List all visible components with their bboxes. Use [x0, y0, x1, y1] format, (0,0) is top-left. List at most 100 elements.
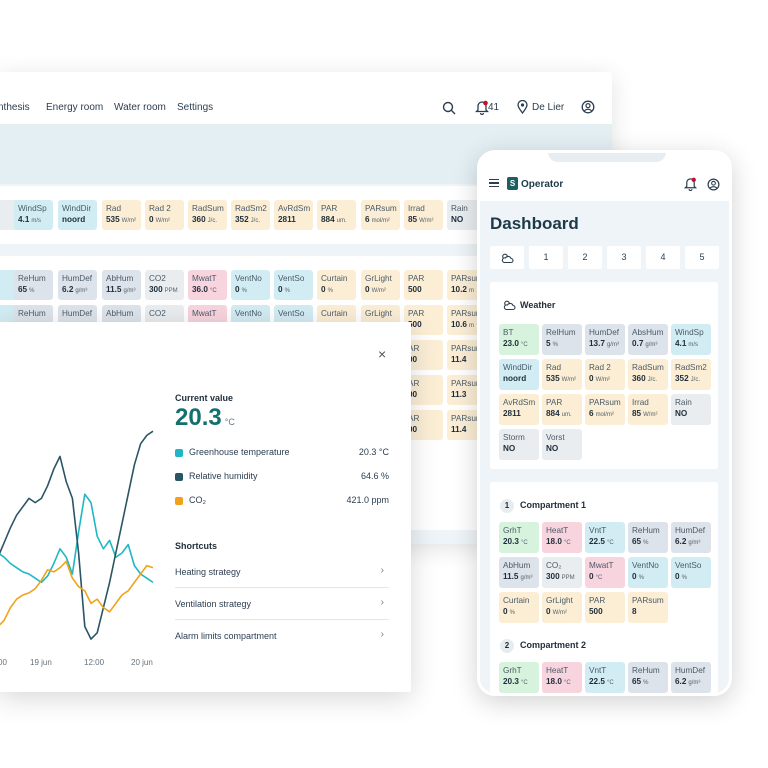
sensor-tile[interactable]: VntT 22.5 °C — [585, 522, 625, 553]
shortcut-heating-strategy[interactable]: Heating strategy › — [175, 558, 389, 588]
user-icon[interactable] — [707, 178, 720, 196]
sensor-tile[interactable]: PAR 500 — [404, 305, 443, 335]
sensor-tile[interactable]: HeatT 18.0 °C — [542, 522, 582, 553]
user-icon[interactable] — [581, 100, 595, 119]
sensor-tile[interactable]: PARsum 8 — [628, 592, 668, 623]
sensor-tile[interactable]: AbHum 11.5 g/m³ — [499, 557, 539, 588]
sensor-tile[interactable]: PAR 500 — [585, 592, 625, 623]
nav-link-energy-room[interactable]: Energy room — [46, 102, 104, 113]
sensor-tile[interactable]: Rad 535 W/m² — [542, 359, 582, 390]
sensor-tile[interactable]: ReHum 65% — [628, 662, 668, 693]
sensor-tile[interactable]: GrhT 20.3 °C — [499, 522, 539, 553]
legend-item[interactable]: Greenhouse temperature 20.3 °C — [175, 447, 389, 461]
sensor-tile[interactable]: HumDef 6.2 g/m³ — [671, 662, 711, 693]
sensor-tile[interactable]: PAR 500 — [404, 270, 443, 300]
sensor-name: PAR — [408, 309, 425, 318]
legend-item[interactable]: Relative humidity 64.6 % — [175, 471, 389, 485]
bell-icon[interactable] — [474, 100, 490, 120]
sensor-tile[interactable]: HumDef 13.7 g/m³ — [585, 324, 625, 355]
trend-chart[interactable] — [0, 402, 158, 652]
shortcut-alarm-limits[interactable]: Alarm limits compartment › — [175, 622, 389, 652]
nav-link-settings[interactable]: Settings — [177, 102, 214, 113]
sensor-tile[interactable]: PARsum 6 mol/m² — [361, 200, 400, 230]
tab-weather[interactable] — [490, 246, 524, 269]
sensor-tile[interactable]: RadSum 360 J/c. — [628, 359, 668, 390]
location-pin-icon[interactable] — [517, 99, 528, 119]
sensor-tile[interactable]: Irrad 85 W/m² — [628, 394, 668, 425]
sensor-tile[interactable]: Rad 535 W/m² — [102, 200, 141, 230]
sensor-tile[interactable]: Curtain 0% — [317, 270, 356, 300]
sensor-value-number: 65 — [632, 677, 642, 686]
sensor-tile[interactable]: Rad 2 0 W/m² — [585, 359, 625, 390]
hamburger-menu-icon[interactable] — [489, 179, 499, 187]
sensor-tile[interactable]: RadSm2 352 J/c. — [231, 200, 270, 230]
sensor-tile[interactable]: AvRdSm 2811 — [499, 394, 539, 425]
sensor-tile[interactable]: MwatT 0 °C — [585, 557, 625, 588]
sensor-tile[interactable]: VntT 22.5 °C — [585, 662, 625, 693]
sensor-tile[interactable]: HumDef 6.2 g/m³ — [58, 270, 97, 300]
sensor-name: Curtain — [321, 309, 348, 318]
close-icon[interactable]: × — [378, 346, 387, 362]
legend-item[interactable]: CO₂ 421.0 ppm — [175, 495, 389, 509]
sensor-unit: % — [552, 342, 558, 348]
sensor-tile[interactable]: Storm NO — [499, 429, 539, 460]
nav-link-water-room[interactable]: Water room — [114, 102, 166, 113]
sensor-tile[interactable]: PARsum 6 mol/m² — [585, 394, 625, 425]
sensor-tile[interactable]: HumDef 6.2 g/m³ — [671, 522, 711, 553]
sensor-tile[interactable]: RadSum 360 J/c. — [188, 200, 227, 230]
sensor-value: 500 — [589, 606, 621, 619]
sensor-tile[interactable]: AbsHum 0.7 g/m³ — [628, 324, 668, 355]
search-icon[interactable] — [442, 101, 456, 120]
sensor-name: RelHum — [546, 328, 576, 337]
sensor-tile[interactable]: PAR 884 um. — [317, 200, 356, 230]
sensor-tile[interactable]: AbHum 11.5 g/m³ — [102, 270, 141, 300]
sensor-value: noord — [62, 214, 93, 227]
sensor-tile[interactable]: WindDir noord — [499, 359, 539, 390]
sensor-value-number: 65 — [18, 285, 28, 294]
sensor-tile[interactable]: ReHum 65% — [14, 270, 53, 300]
sensor-unit: °C — [520, 540, 528, 546]
sensor-tile[interactable]: WindSp 4.1 m/s — [671, 324, 711, 355]
sensor-tile[interactable]: BT 23.0 °C — [499, 324, 539, 355]
sensor-unit: % — [241, 288, 247, 294]
sensor-value-number: 2811 — [503, 409, 521, 418]
tab-compartment-4[interactable]: 4 — [646, 246, 680, 269]
nav-link-photosynthesis[interactable]: nthesis — [0, 102, 30, 113]
sensor-tile[interactable]: ReHum 65% — [628, 522, 668, 553]
sensor-tile[interactable]: GrLight 0 W/m² — [542, 592, 582, 623]
sensor-tile[interactable]: AvRdSm 2811 — [274, 200, 313, 230]
sensor-tile[interactable]: MwatT 36.0 °C — [188, 270, 227, 300]
sensor-tile[interactable]: WindSp 4.1 m/s — [14, 200, 53, 230]
sensor-tile[interactable]: GrhT 20.3 °C — [499, 662, 539, 693]
tab-compartment-2[interactable]: 2 — [568, 246, 602, 269]
sensor-tile[interactable]: Curtain 0% — [499, 592, 539, 623]
sensor-tile[interactable]: RadSm2 352 J/c. — [671, 359, 711, 390]
sensor-tile[interactable]: VentNo 0% — [231, 270, 270, 300]
sensor-value: 10.6 m — [451, 319, 482, 332]
sensor-tile[interactable]: VentNo 0% — [628, 557, 668, 588]
sensor-tile[interactable]: CO₂ 300 PPM — [542, 557, 582, 588]
sensor-tile[interactable]: Vorst NO — [542, 429, 582, 460]
compartment-2-heading[interactable]: 2 Compartment 2 — [500, 639, 586, 653]
sensor-tile[interactable]: CO2 300 PPM — [145, 270, 184, 300]
sensor-tile[interactable]: GrLight 0 W/m² — [361, 270, 400, 300]
sensor-tile[interactable]: RelHum 5% — [542, 324, 582, 355]
sensor-tile[interactable]: HeatT 18.0 °C — [542, 662, 582, 693]
sensor-tile[interactable]: Rain NO — [671, 394, 711, 425]
sensor-tile[interactable]: Irrad 85 W/m² — [404, 200, 443, 230]
bell-icon[interactable] — [683, 177, 698, 196]
sensor-tile[interactable]: PAR 884 um. — [542, 394, 582, 425]
sensor-tile[interactable]: WindDir noord — [58, 200, 97, 230]
tab-compartment-3[interactable]: 3 — [607, 246, 641, 269]
sensor-tile[interactable]: Rad 2 0 W/m² — [145, 200, 184, 230]
sensor-value: 20.3 °C — [503, 676, 535, 689]
tab-compartment-1[interactable]: 1 — [529, 246, 563, 269]
sensor-tile[interactable]: VentSo 0% — [671, 557, 711, 588]
shortcut-ventilation-strategy[interactable]: Ventilation strategy › — [175, 590, 389, 620]
sensor-tile[interactable]: VentSo 0% — [274, 270, 313, 300]
compartment-1-heading[interactable]: 1 Compartment 1 — [500, 499, 586, 513]
sensor-unit: W/m² — [121, 218, 136, 224]
chevron-right-icon: › — [380, 629, 384, 640]
location-label[interactable]: De Lier — [532, 102, 565, 113]
tab-compartment-5[interactable]: 5 — [685, 246, 719, 269]
